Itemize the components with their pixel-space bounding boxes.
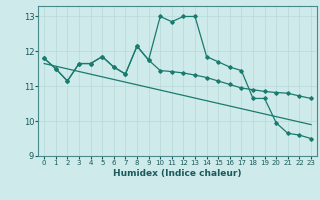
X-axis label: Humidex (Indice chaleur): Humidex (Indice chaleur) (113, 169, 242, 178)
